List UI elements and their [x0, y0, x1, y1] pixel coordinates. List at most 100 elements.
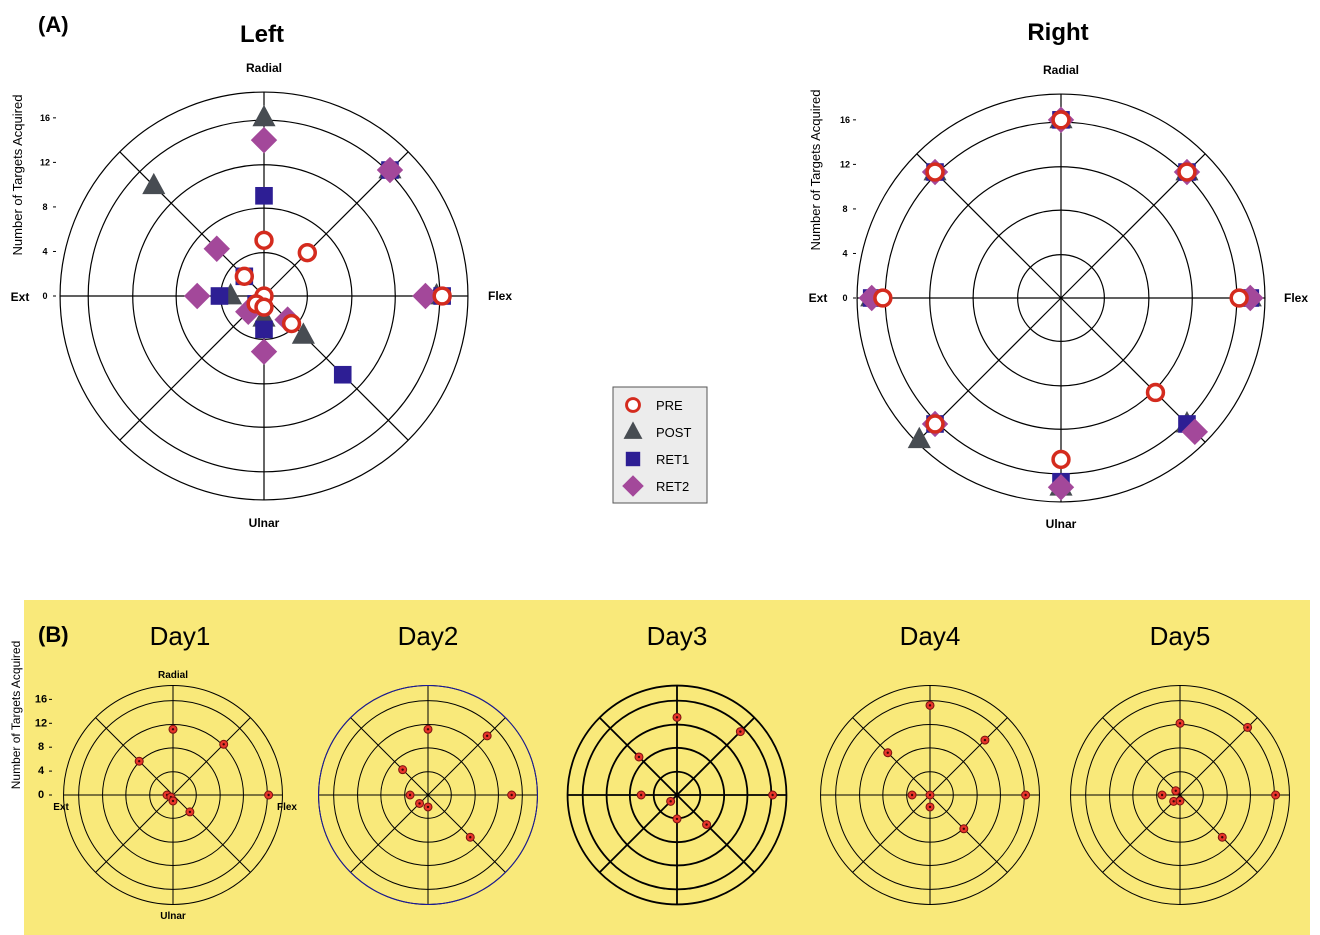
day2-point-center-6	[426, 805, 430, 809]
left-tick-label-4: 4	[42, 246, 47, 256]
right-pre-point-4	[873, 288, 893, 308]
day2-spoke-3	[350, 717, 429, 796]
left-tick-label-12: 12	[40, 157, 50, 167]
day5-point-center-1	[1246, 726, 1249, 729]
day1-tick-label-12: 12	[35, 717, 47, 729]
day3-point-center-4	[639, 793, 643, 797]
day1-tick-label-8: 8	[38, 741, 44, 753]
right-tick-label-4: 4	[842, 248, 847, 258]
day4-polar-chart	[820, 685, 1040, 905]
day4-point-center-5	[928, 793, 932, 797]
left-ret1-point-4	[210, 287, 229, 305]
day5-point-center-2	[1178, 722, 1182, 725]
day1-label-radial: Radial	[158, 670, 188, 681]
right-pre-point-3	[925, 162, 945, 182]
day2-point-center-5	[418, 802, 421, 805]
day1-tick-label-0: 0	[38, 789, 44, 801]
left-polar-chart: Left Number of Targets Acquired Radial U…	[10, 21, 512, 530]
day5-spoke-5	[1102, 794, 1181, 873]
day4-spoke-1	[929, 717, 1008, 796]
left-ret2-point-4	[183, 282, 211, 310]
day2-spoke-1	[427, 717, 506, 796]
day5-spoke-7	[1179, 794, 1258, 873]
day1-spoke-1	[172, 717, 251, 796]
day2-point-center-7	[469, 836, 472, 839]
day1-point-center-3	[137, 759, 141, 763]
day2-point-center-2	[426, 728, 430, 731]
day3-point-center-2	[675, 716, 679, 719]
day5-spoke-3	[1102, 717, 1181, 796]
day1-label-flex: Flex	[277, 802, 297, 813]
legend-label-pre: PRE	[656, 398, 683, 413]
legend-marker-ret1	[625, 451, 641, 467]
day3-point-center-6	[675, 817, 679, 821]
day4-spoke-7	[929, 794, 1008, 873]
day1-point-center-6	[171, 799, 175, 803]
day4-point-center-1	[983, 738, 987, 742]
left-ret1-point-7	[333, 365, 352, 384]
left-ret2-point-6	[250, 338, 278, 365]
left-ylabel: Number of Targets Acquired	[10, 95, 25, 256]
day2-point-center-3	[401, 768, 404, 771]
left-pre-point-2	[254, 230, 274, 251]
day1-point-center-7	[188, 810, 192, 814]
legend-label-post: POST	[656, 425, 691, 440]
left-post-point-7	[291, 322, 315, 344]
left-label-ext: Ext	[11, 290, 30, 304]
left-ret1-point-6	[255, 320, 273, 339]
day1-point-center-1	[222, 743, 225, 746]
day3-point-center-0	[771, 793, 774, 797]
left-ret2-point-0	[412, 282, 439, 310]
day1-label-ext: Ext	[53, 802, 69, 813]
day5-point-center-4	[1160, 793, 1164, 797]
left-tick-label-0: 0	[42, 291, 47, 301]
right-tick-label-8: 8	[842, 204, 847, 214]
left-spoke-5	[119, 295, 265, 441]
legend-label-ret2: RET2	[656, 479, 689, 494]
left-chart-title: Left	[240, 21, 284, 48]
legend-marker-pre	[625, 397, 641, 413]
day1-spoke-5	[95, 794, 174, 873]
day4-spoke-3	[852, 717, 931, 796]
day1-tick-label-4: 4	[38, 765, 45, 777]
left-pre-point-1	[297, 243, 317, 263]
day5-title: Day5	[1150, 621, 1211, 651]
day5-point-center-7	[1221, 836, 1224, 839]
day2-spoke-7	[427, 794, 506, 873]
day4-point-center-4	[910, 793, 914, 797]
day2-point-center-1	[485, 734, 489, 738]
right-post-point-5	[907, 426, 931, 449]
day4-spoke-5	[852, 794, 931, 873]
left-ret2-point-3	[203, 235, 230, 262]
day3-spoke-7	[676, 794, 756, 874]
day5-point-center-0	[1274, 793, 1277, 797]
day5-point-center-3	[1174, 789, 1177, 792]
right-pre-point-5	[925, 414, 945, 434]
day2-polar-chart	[318, 685, 538, 905]
day2-title: Day2	[398, 621, 459, 651]
right-pre-point-6	[1051, 449, 1071, 470]
legend-label-ret1: RET1	[656, 452, 689, 467]
left-ret1-point-2	[255, 186, 273, 205]
left-pre-point-3	[234, 266, 254, 286]
right-label-ulnar: Ulnar	[1046, 517, 1077, 531]
right-ret2-point-4	[858, 284, 885, 312]
left-tick-label-16: 16	[40, 113, 50, 123]
day1-label-ulnar: Ulnar	[160, 911, 186, 922]
day1-polar-chart: 0 4 8 12 16	[35, 685, 283, 905]
right-tick-label-0: 0	[842, 293, 847, 303]
day2-point-center-0	[510, 793, 513, 797]
day5-polar-chart	[1070, 685, 1290, 905]
left-pre-point-6	[254, 297, 274, 317]
day4-point-center-6	[928, 805, 932, 809]
day4-point-center-2	[928, 704, 932, 707]
right-chart-title: Right	[1027, 19, 1088, 46]
right-polar-chart: Right Number of Targets Acquired Radial …	[808, 19, 1308, 531]
day1-spoke-3	[95, 717, 174, 796]
left-ret2-point-1	[376, 156, 404, 184]
day1-spoke-7	[172, 794, 251, 873]
right-ylabel: Number of Targets Acquired	[808, 90, 823, 251]
day4-point-center-3	[886, 751, 889, 754]
left-post-point-2	[252, 104, 276, 127]
